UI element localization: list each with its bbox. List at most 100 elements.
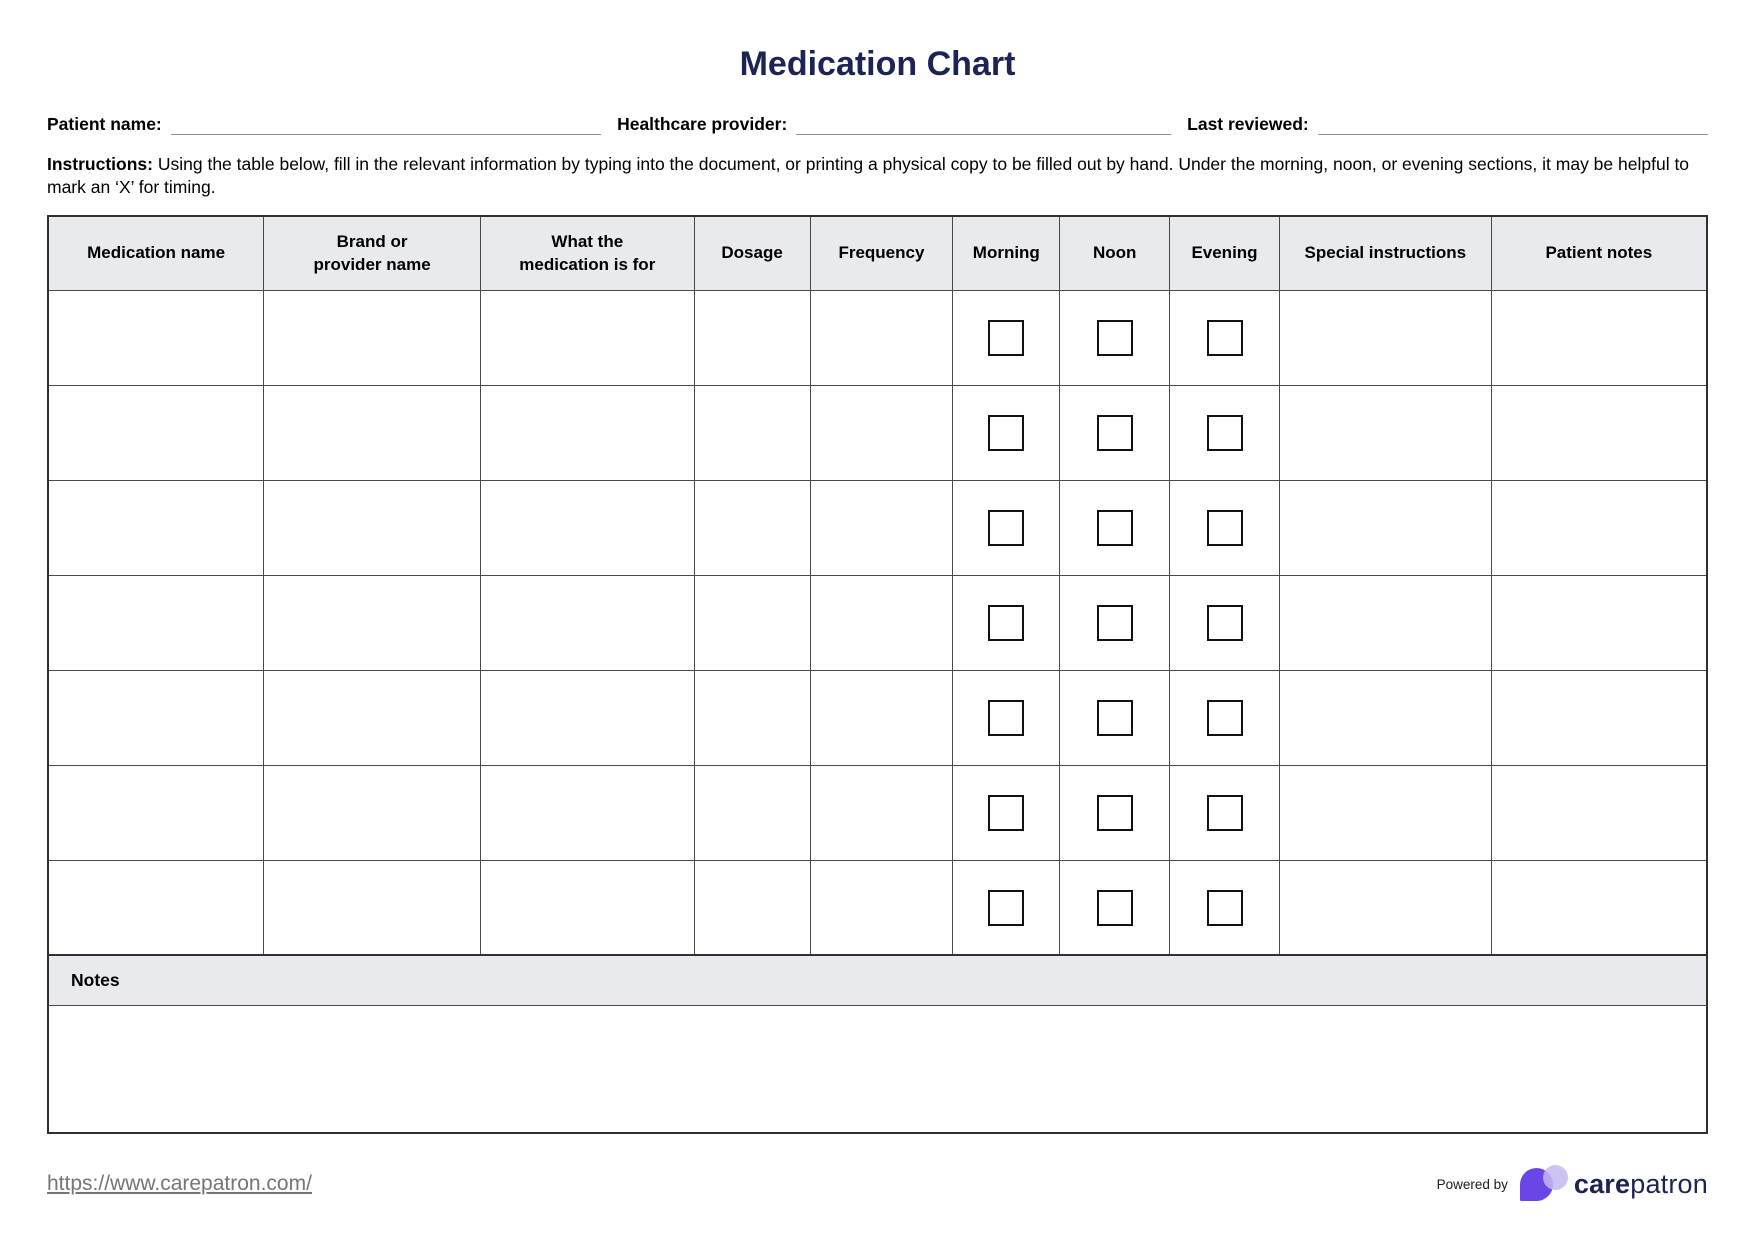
- cell-medication-name[interactable]: [47, 859, 265, 956]
- cell-medication-purpose[interactable]: [479, 574, 695, 671]
- cell-medication-purpose[interactable]: [479, 859, 695, 956]
- medication-table-body: [47, 289, 1708, 956]
- cell-patient-notes[interactable]: [1490, 764, 1708, 861]
- cell-medication-name[interactable]: [47, 574, 265, 671]
- evening-checkbox[interactable]: [1206, 319, 1243, 356]
- evening-checkbox[interactable]: [1206, 604, 1243, 641]
- cell-patient-notes[interactable]: [1490, 574, 1708, 671]
- cell-noon[interactable]: [1059, 669, 1171, 766]
- cell-patient-notes[interactable]: [1490, 289, 1708, 386]
- morning-checkbox[interactable]: [988, 699, 1025, 736]
- cell-frequency[interactable]: [809, 574, 954, 671]
- cell-brand-provider-name[interactable]: [263, 479, 481, 576]
- cell-special-instructions[interactable]: [1278, 764, 1492, 861]
- notes-input-area[interactable]: [47, 1006, 1708, 1135]
- cell-dosage[interactable]: [693, 669, 811, 766]
- cell-brand-provider-name[interactable]: [263, 669, 481, 766]
- cell-morning[interactable]: [952, 859, 1061, 956]
- cell-patient-notes[interactable]: [1490, 669, 1708, 766]
- noon-checkbox[interactable]: [1096, 604, 1133, 641]
- cell-medication-purpose[interactable]: [479, 289, 695, 386]
- cell-noon[interactable]: [1059, 574, 1171, 671]
- evening-checkbox[interactable]: [1206, 509, 1243, 546]
- cell-special-instructions[interactable]: [1278, 574, 1492, 671]
- evening-checkbox[interactable]: [1206, 414, 1243, 451]
- cell-medication-purpose[interactable]: [479, 384, 695, 481]
- cell-patient-notes[interactable]: [1490, 859, 1708, 956]
- cell-dosage[interactable]: [693, 289, 811, 386]
- morning-checkbox[interactable]: [988, 319, 1025, 356]
- cell-dosage[interactable]: [693, 384, 811, 481]
- cell-frequency[interactable]: [809, 669, 954, 766]
- cell-brand-provider-name[interactable]: [263, 764, 481, 861]
- cell-evening[interactable]: [1169, 384, 1280, 481]
- cell-medication-name[interactable]: [47, 764, 265, 861]
- noon-checkbox[interactable]: [1096, 414, 1133, 451]
- cell-frequency[interactable]: [809, 479, 954, 576]
- last-reviewed-input[interactable]: [1317, 114, 1708, 136]
- cell-evening[interactable]: [1169, 574, 1280, 671]
- cell-brand-provider-name[interactable]: [263, 289, 481, 386]
- cell-evening[interactable]: [1169, 479, 1280, 576]
- evening-checkbox[interactable]: [1206, 794, 1243, 831]
- cell-medication-name[interactable]: [47, 479, 265, 576]
- field-patient-name: Patient name:: [47, 113, 602, 136]
- cell-frequency[interactable]: [809, 859, 954, 956]
- instructions-body: Using the table below, fill in the relev…: [47, 154, 1690, 198]
- cell-medication-purpose[interactable]: [479, 669, 695, 766]
- cell-dosage[interactable]: [693, 764, 811, 861]
- morning-checkbox[interactable]: [988, 604, 1025, 641]
- cell-brand-provider-name[interactable]: [263, 859, 481, 956]
- cell-morning[interactable]: [952, 669, 1061, 766]
- cell-evening[interactable]: [1169, 669, 1280, 766]
- noon-checkbox[interactable]: [1096, 509, 1133, 546]
- morning-checkbox[interactable]: [988, 509, 1025, 546]
- cell-special-instructions[interactable]: [1278, 859, 1492, 956]
- carepatron-url-link[interactable]: https://www.carepatron.com/: [47, 1172, 312, 1196]
- morning-checkbox[interactable]: [988, 794, 1025, 831]
- cell-morning[interactable]: [952, 479, 1061, 576]
- noon-checkbox[interactable]: [1096, 699, 1133, 736]
- cell-evening[interactable]: [1169, 289, 1280, 386]
- cell-frequency[interactable]: [809, 384, 954, 481]
- cell-medication-name[interactable]: [47, 289, 265, 386]
- patient-name-input[interactable]: [170, 114, 602, 136]
- cell-evening[interactable]: [1169, 859, 1280, 956]
- evening-checkbox[interactable]: [1206, 699, 1243, 736]
- cell-special-instructions[interactable]: [1278, 669, 1492, 766]
- cell-morning[interactable]: [952, 764, 1061, 861]
- cell-special-instructions[interactable]: [1278, 289, 1492, 386]
- cell-noon[interactable]: [1059, 859, 1171, 956]
- cell-medication-name[interactable]: [47, 384, 265, 481]
- cell-dosage[interactable]: [693, 479, 811, 576]
- cell-frequency[interactable]: [809, 764, 954, 861]
- noon-checkbox[interactable]: [1096, 794, 1133, 831]
- cell-medication-name[interactable]: [47, 669, 265, 766]
- cell-patient-notes[interactable]: [1490, 479, 1708, 576]
- cell-noon[interactable]: [1059, 764, 1171, 861]
- morning-checkbox[interactable]: [988, 414, 1025, 451]
- cell-morning[interactable]: [952, 384, 1061, 481]
- cell-dosage[interactable]: [693, 574, 811, 671]
- cell-noon[interactable]: [1059, 289, 1171, 386]
- cell-brand-provider-name[interactable]: [263, 574, 481, 671]
- cell-special-instructions[interactable]: [1278, 479, 1492, 576]
- noon-checkbox[interactable]: [1096, 319, 1133, 356]
- cell-evening[interactable]: [1169, 764, 1280, 861]
- cell-noon[interactable]: [1059, 384, 1171, 481]
- morning-checkbox[interactable]: [988, 889, 1025, 926]
- cell-dosage[interactable]: [693, 859, 811, 956]
- cell-brand-provider-name[interactable]: [263, 384, 481, 481]
- cell-noon[interactable]: [1059, 479, 1171, 576]
- evening-checkbox[interactable]: [1206, 889, 1243, 926]
- cell-patient-notes[interactable]: [1490, 384, 1708, 481]
- cell-frequency[interactable]: [809, 289, 954, 386]
- cell-special-instructions[interactable]: [1278, 384, 1492, 481]
- healthcare-provider-input[interactable]: [796, 114, 1172, 136]
- table-row: [47, 479, 1708, 576]
- cell-morning[interactable]: [952, 289, 1061, 386]
- noon-checkbox[interactable]: [1096, 889, 1133, 926]
- cell-medication-purpose[interactable]: [479, 764, 695, 861]
- cell-medication-purpose[interactable]: [479, 479, 695, 576]
- cell-morning[interactable]: [952, 574, 1061, 671]
